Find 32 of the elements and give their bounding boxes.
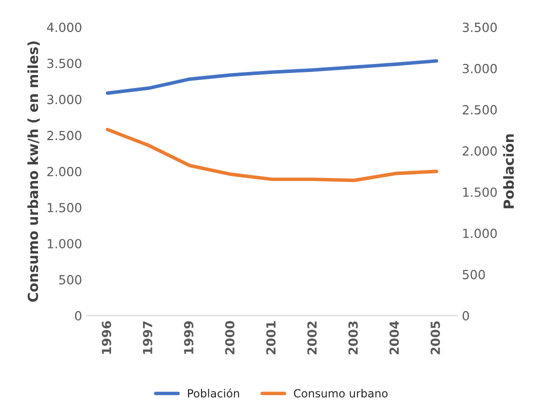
y2-axis-title: Población (502, 134, 514, 208)
x-tick-label: 2004 (389, 321, 399, 354)
x-tick-label: 2002 (307, 322, 317, 354)
y2-tick-label: 2.500 (462, 105, 497, 114)
y-tick-label: 2.500 (47, 130, 82, 140)
x-tick-label: 2005 (430, 321, 440, 354)
x-tick-label: 2003 (348, 321, 358, 354)
y-tick-label: 3.500 (47, 58, 82, 68)
y-tick-label: 3.000 (47, 94, 82, 104)
y-tick-label: 1.500 (48, 202, 82, 212)
y-tick-label: 0 (75, 311, 82, 321)
x-tick-label: 1997 (142, 321, 152, 354)
y2-tick-label: 2.000 (462, 146, 497, 156)
y2-tick-label: 1.000 (463, 228, 497, 238)
y2-tick-label: 3.500 (462, 22, 497, 32)
legend-label: Población (188, 388, 240, 398)
y2-tick-label: 500 (462, 270, 485, 280)
y-tick-label: 1.000 (48, 238, 82, 248)
y2-tick-label: 1.500 (463, 187, 497, 197)
y-tick-label: 4.000 (47, 22, 82, 32)
legend-label: Consumo urbano (294, 388, 388, 398)
line-series (106, 59, 438, 95)
y-tick-label: 2.000 (47, 166, 82, 176)
y-tick-label: 500 (59, 275, 82, 284)
y2-tick-label: 3.000 (462, 64, 497, 74)
line-series (106, 128, 438, 182)
x-tick-label: 2000 (225, 321, 235, 354)
y-axis-title: Consumo urbano kw/h ( en miles) (27, 41, 40, 302)
x-tick-label: 2001 (266, 321, 276, 354)
y2-tick-label: 0 (462, 311, 469, 321)
x-tick-label: 1999 (184, 321, 194, 354)
x-tick-label: 1996 (102, 321, 112, 354)
